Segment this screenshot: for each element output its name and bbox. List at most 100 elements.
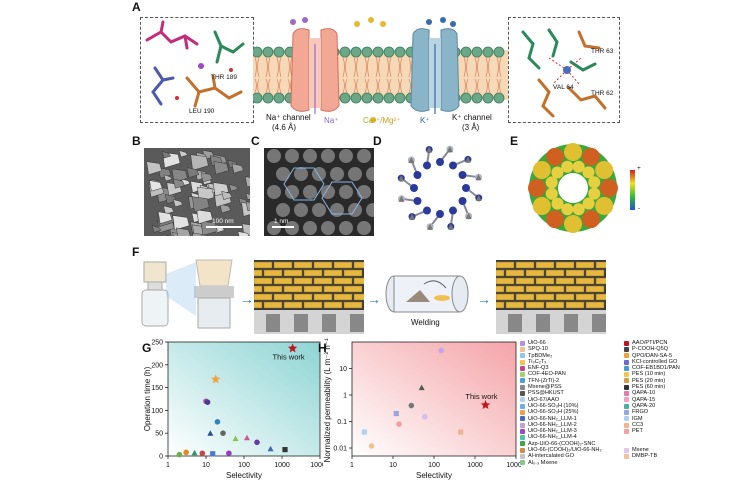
legend-item: Al-intercalated GO — [520, 453, 628, 459]
legend-label: UiO-66 — [528, 340, 546, 346]
panel-label-a: A — [132, 0, 141, 14]
y-axis-label: Operation time (h) — [143, 366, 152, 431]
sem-scale-label: 100 nm — [212, 218, 234, 225]
legend-label: IGM — [632, 415, 643, 422]
right-zoom-box: THR 63 VAL 64 THR 62 — [508, 17, 620, 123]
legend-swatch — [624, 359, 629, 365]
legend-label: COF-EB1BD1/PAN — [632, 365, 680, 372]
legend-swatch — [624, 403, 629, 409]
legend-label: Al-intercalated GO — [528, 453, 575, 460]
x-tick-label: 10 — [202, 462, 210, 469]
y-tick-label: 0 — [159, 454, 163, 461]
legend-swatch — [520, 403, 525, 409]
data-point — [480, 400, 491, 409]
data-point — [199, 450, 206, 457]
legend-swatch — [520, 453, 525, 459]
legend-item: ENF-Q3 — [520, 365, 628, 371]
legend-label: FRGO — [632, 409, 649, 416]
legend-item: UiO-66-SO₃H (10%) — [520, 403, 628, 409]
legend-label: PES (20 min) — [632, 377, 666, 384]
thr189-label: THR 189 — [211, 74, 238, 81]
data-point — [204, 399, 211, 405]
legend-swatch — [520, 365, 525, 371]
legend-item: IGM — [624, 416, 732, 422]
x-tick-label: 1 — [350, 462, 354, 469]
y-axis-label: Normalized permeability (L m⁻² h⁻¹) — [323, 338, 332, 462]
welding-label: Welding — [411, 318, 440, 327]
legend-label: QAPA-20 — [632, 402, 656, 409]
legend-swatch — [520, 353, 525, 359]
legend-item: QAPA-20 — [624, 403, 732, 409]
laminar-membrane-1 — [254, 260, 364, 336]
data-point — [226, 450, 232, 457]
legend-swatch — [520, 416, 525, 422]
legend-swatch — [624, 365, 629, 371]
esp-map — [518, 140, 628, 236]
legend-label: UiO-66-(COOH)₂/UiO-66-NH₂ — [528, 447, 602, 454]
legend-item: PES (20 min) — [624, 378, 732, 384]
legend-swatch — [520, 391, 525, 397]
tem-scale-label: 1 nm — [274, 218, 289, 225]
data-point — [287, 343, 298, 353]
data-point — [254, 439, 260, 446]
legend-label: PES (10 min) — [632, 371, 666, 378]
x-tick-label: 100 — [428, 462, 440, 469]
legend-item: QAPA-15 — [624, 397, 732, 403]
y-tick-label: 0.01 — [333, 446, 347, 453]
legend-label: UiO-66-NH₂_LLM-1 — [528, 415, 577, 422]
legend-item: COF-EB1BD1/PAN — [624, 365, 732, 371]
thr63-label: THR 63 — [591, 48, 614, 55]
panel-label-g: G — [142, 341, 152, 355]
y-tick-label: 100 — [151, 408, 163, 415]
esp-colorbar — [630, 170, 635, 210]
legend-item: UiO-66-NH₂_LLM-4 — [520, 434, 628, 440]
legend-swatch — [624, 428, 629, 434]
legend-item: TpBDMe₂ — [520, 353, 628, 359]
legend-item: Ti₃C₂Tₓ — [520, 359, 628, 365]
sem-scale-bar — [206, 226, 242, 228]
this-work-annotation: This work — [465, 392, 497, 401]
ca-mg-label: Ca²⁺/Mg²⁺ — [363, 116, 401, 125]
legend-swatch — [624, 378, 629, 384]
legend-swatch — [520, 372, 525, 378]
legend-swatch — [624, 353, 629, 359]
chart-legend: UiO-66 SPQ-10 TpBDMe₂ Ti₃C₂Tₓ ENF-Q3 COF-4EO-… — [520, 340, 735, 486]
legend-swatch — [520, 384, 525, 390]
legend-item: PSS@HKUST — [520, 390, 628, 396]
panel-label-e: E — [510, 134, 519, 148]
legend-label: AAO/PTI/PCN — [632, 340, 668, 346]
k-channel-label: K⁺ channel — [452, 113, 492, 122]
arrow-2: → — [367, 291, 381, 307]
y-tick-label: 50 — [155, 431, 163, 438]
sem-image: 100 nm — [144, 148, 250, 236]
data-point — [183, 449, 189, 456]
laminar-membrane-2 — [496, 260, 606, 336]
legend-label: Mxene — [632, 447, 649, 454]
legend-label: Al₀.₃ Mxene — [528, 459, 558, 466]
x-axis-label: Selectivity — [416, 471, 452, 480]
legend-label: SPQ-10 — [528, 346, 548, 353]
legend-item: FRGO — [624, 409, 732, 415]
legend-swatch — [624, 397, 629, 403]
welding-tube — [384, 272, 470, 316]
x-tick-label: 1 — [166, 462, 170, 469]
legend-swatch — [520, 435, 525, 441]
data-point — [458, 429, 464, 435]
legend-item: PES (10 min) — [624, 371, 732, 377]
legend-label: Ti₃C₂Tₓ — [528, 358, 547, 365]
data-point — [396, 421, 402, 427]
data-point — [438, 347, 445, 354]
legend-item: SPQ-10 — [520, 346, 628, 352]
legend-label: QAPA-15 — [632, 396, 656, 403]
legend-swatch — [624, 416, 629, 422]
legend-item: CC3 — [624, 422, 732, 428]
data-point — [210, 374, 221, 384]
legend-item: UiO-66-(COOH)₂/UiO-66-NH₂ — [520, 447, 628, 453]
y-tick-label: 200 — [151, 362, 163, 369]
legend-label: QPO/DAN-SA-5 — [632, 352, 673, 359]
legend-swatch — [520, 460, 525, 466]
right-residues-illustration — [521, 28, 607, 118]
membrane-illustration — [253, 14, 508, 124]
legend-item: Mxene@PSS — [520, 384, 628, 390]
